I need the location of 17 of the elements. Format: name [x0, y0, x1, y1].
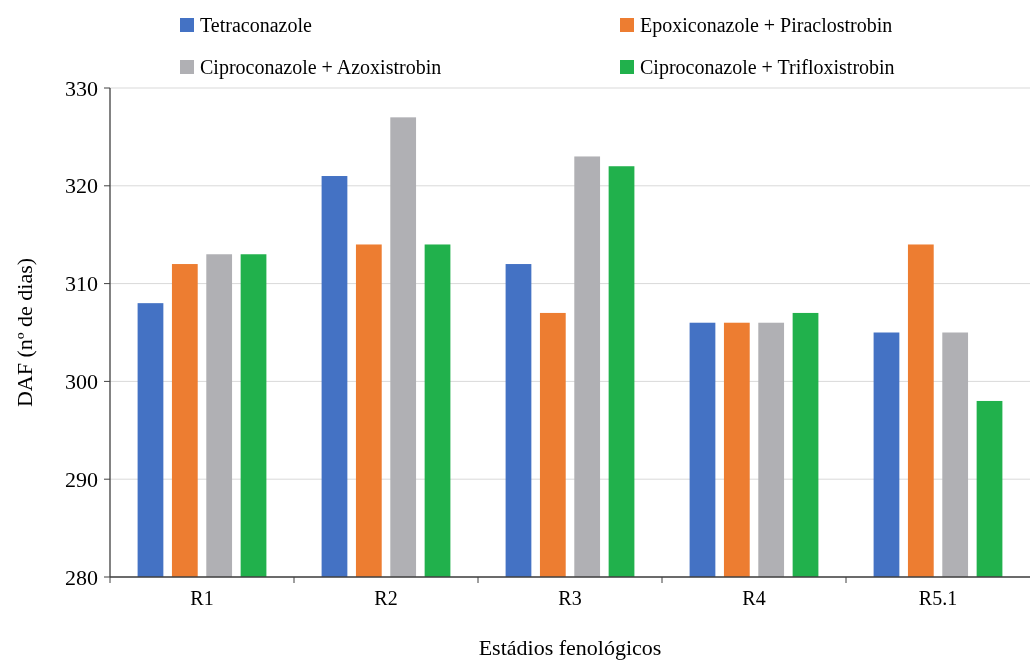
y-tick-label: 300	[65, 368, 98, 394]
legend-label: Ciproconazole + Azoxistrobin	[200, 56, 442, 79]
legend-label: Ciproconazole + Trifloxistrobin	[640, 56, 895, 79]
y-tick-label: 320	[65, 173, 98, 199]
x-tick-label: R1	[190, 587, 214, 609]
x-tick-label: R4	[742, 587, 766, 609]
x-tick-label: R2	[374, 587, 398, 609]
y-tick-label: 290	[65, 466, 98, 492]
y-axis-title: DAF (nº de dias)	[12, 257, 37, 408]
x-tick-label: R5.1	[918, 587, 958, 609]
x-axis-title: Estádios fenológicos	[478, 635, 662, 660]
x-tick-label: R3	[558, 587, 582, 609]
y-tick-label: 280	[65, 564, 98, 590]
y-tick-label: 310	[65, 271, 98, 297]
legend-label: Epoxiconazole + Piraclostrobin	[640, 14, 893, 37]
legend-label: Tetraconazole	[200, 14, 312, 36]
y-tick-label: 330	[65, 75, 98, 101]
